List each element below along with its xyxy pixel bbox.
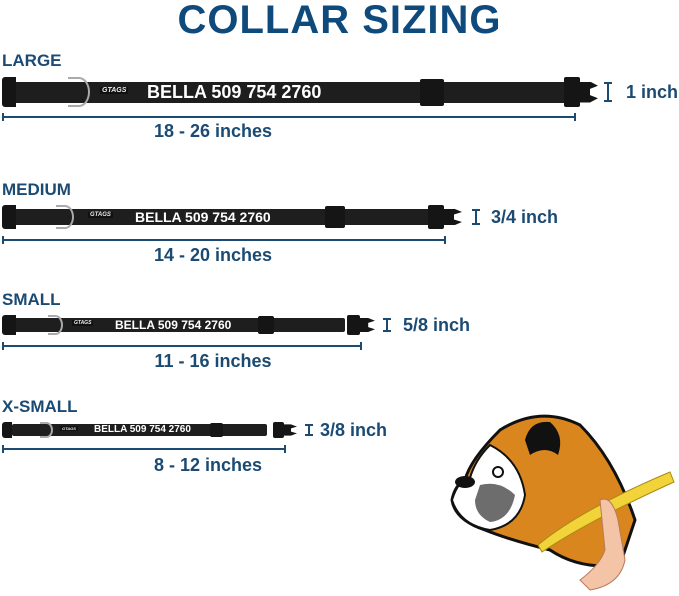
- length-marker: [2, 113, 576, 121]
- size-label: LARGE: [2, 51, 62, 70]
- width-value: 3/4 inch: [491, 207, 559, 227]
- size-label: SMALL: [2, 290, 61, 309]
- collar-image: GTAGS BELLA 509 754 2760: [2, 205, 462, 229]
- collar-image: GTAGS BELLA 509 754 2760: [2, 422, 297, 438]
- brand-mark: GTAGS: [60, 426, 78, 431]
- length-range: 8 - 12 inches: [153, 455, 263, 475]
- buckle-icon: [564, 77, 598, 107]
- width-marker: [604, 82, 612, 102]
- size-label: MEDIUM: [2, 180, 71, 199]
- width-value: 5/8 inch: [403, 315, 471, 335]
- buckle-icon: [428, 205, 462, 229]
- brand-mark: GTAGS: [100, 87, 129, 94]
- dog-measuring-illustration: [450, 414, 675, 591]
- collar-image: GTAGS BELLA 509 754 2760: [2, 77, 598, 107]
- page-title: COLLAR SIZING: [177, 0, 502, 42]
- width-marker: [383, 318, 391, 332]
- length-range: 14 - 20 inches: [153, 245, 273, 265]
- brand-mark: GTAGS: [72, 320, 94, 326]
- width-marker: [472, 209, 480, 225]
- collar-imprint: BELLA 509 754 2760: [94, 424, 191, 435]
- collar-imprint: BELLA 509 754 2760: [115, 318, 232, 332]
- width-marker: [305, 424, 313, 436]
- size-label: X-SMALL: [2, 397, 78, 416]
- buckle-icon: [347, 315, 375, 335]
- length-marker: [2, 342, 362, 350]
- length-range: 11 - 16 inches: [154, 351, 272, 371]
- length-marker: [2, 236, 446, 244]
- width-value: 1 inch: [626, 82, 679, 102]
- brand-mark: GTAGS: [88, 212, 113, 218]
- length-marker: [2, 445, 286, 453]
- collar-imprint: BELLA 509 754 2760: [135, 209, 271, 225]
- collar-imprint: BELLA 509 754 2760: [147, 82, 322, 102]
- buckle-icon: [273, 422, 297, 438]
- width-value: 3/8 inch: [320, 420, 388, 440]
- collar-image: GTAGS BELLA 509 754 2760: [2, 315, 375, 335]
- length-range: 18 - 26 inches: [153, 121, 273, 141]
